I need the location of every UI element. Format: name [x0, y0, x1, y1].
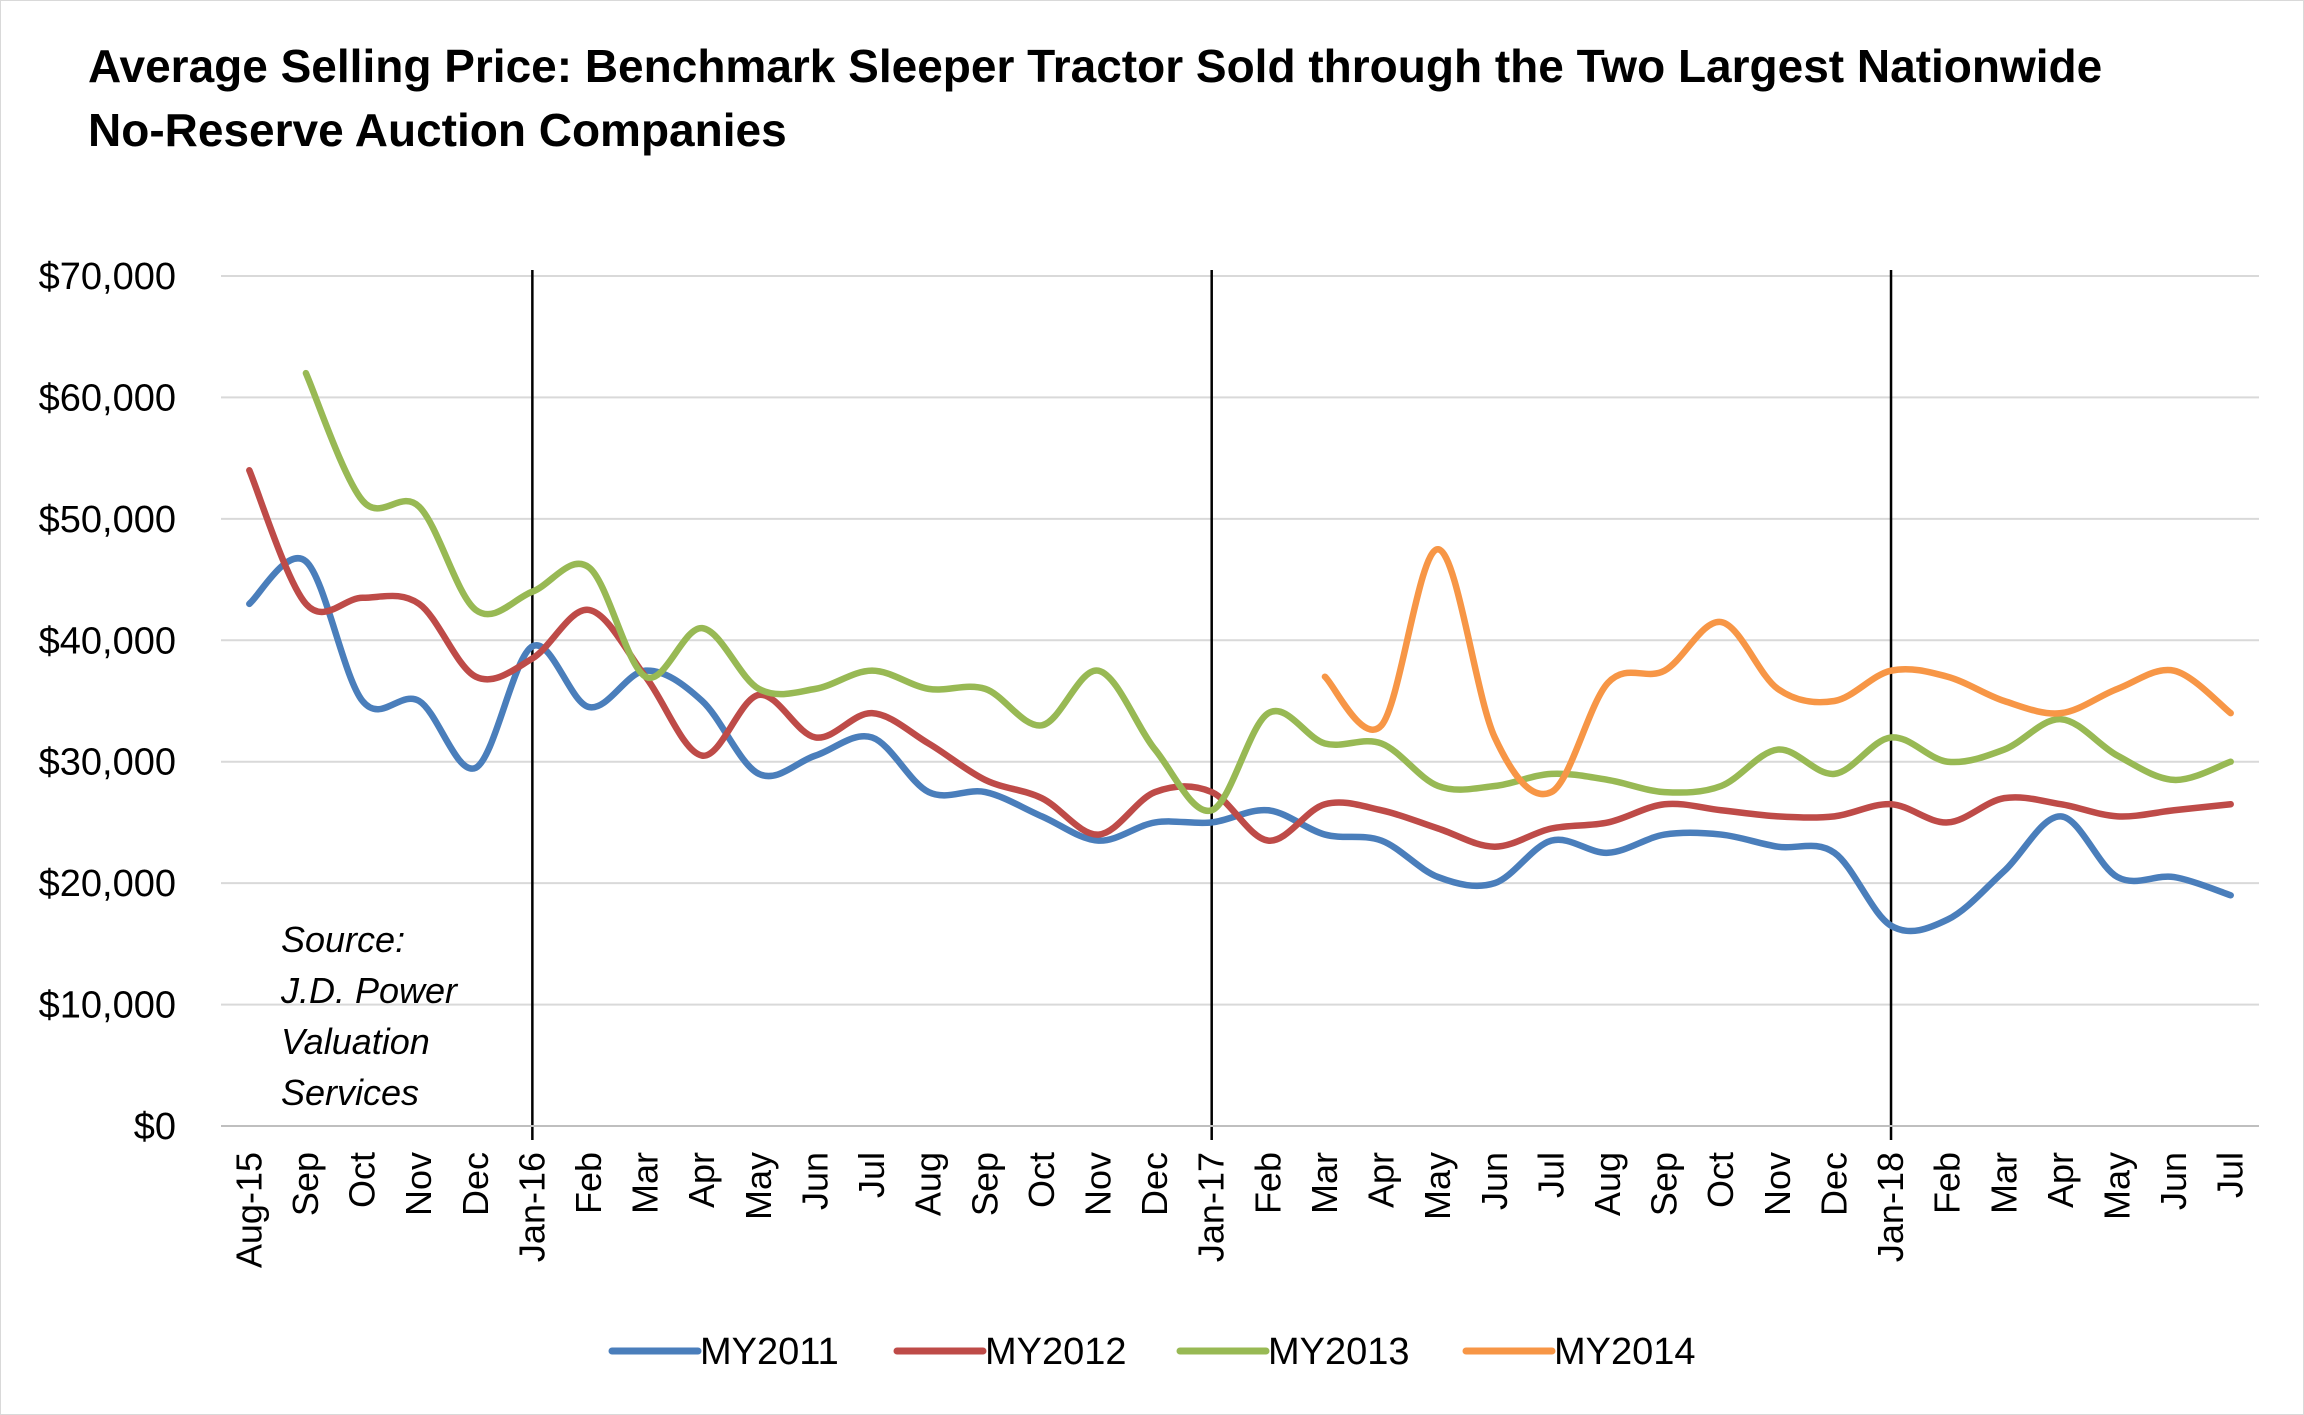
y-tick-label: $50,000 [39, 499, 176, 541]
x-tick-label: Nov [1077, 1152, 1118, 1216]
y-tick-label: $40,000 [39, 620, 176, 662]
x-tick-label: Oct [1700, 1152, 1741, 1208]
x-tick-label: Aug [908, 1152, 949, 1216]
y-tick-labels: $0 $10,000 $20,000 $30,000 $40,000 $50,000 $60… [39, 256, 176, 1148]
x-tick-label: Sep [285, 1152, 326, 1216]
x-tick-label: Oct [342, 1152, 383, 1208]
x-tick-label: Jul [1530, 1152, 1571, 1198]
x-tick-label: May [2096, 1152, 2137, 1220]
x-tick-label: Mar [1983, 1152, 2024, 1214]
source-annotation: Source: J.D. Power Valuation Services [280, 919, 459, 1113]
chart-title: Average Selling Price: Benchmark Sleeper… [88, 40, 2103, 156]
x-tick-label: Dec [455, 1152, 496, 1216]
x-tick-label: Sep [964, 1152, 1005, 1216]
x-tick-label: Aug-15 [228, 1152, 269, 1268]
x-tick-labels: Aug-15 Sep Oct Nov Dec Jan-16 Feb Mar Apr May Jun J… [228, 1152, 2250, 1268]
series-line-my2012 [246, 467, 2234, 850]
x-tick-label: Dec [1134, 1152, 1175, 1216]
legend-label: MY2012 [985, 1331, 1127, 1373]
x-tick-label: Jun [1474, 1152, 1515, 1210]
legend-label: MY2014 [1554, 1331, 1696, 1373]
x-tick-label: Apr [681, 1152, 722, 1208]
series-lines [246, 369, 2234, 935]
x-tick-label: Sep [1644, 1152, 1685, 1216]
y-tick-label: $20,000 [39, 863, 176, 905]
x-tick-label: Aug [1587, 1152, 1628, 1216]
legend: MY2011 MY2012 MY2013 MY2014 [608, 1331, 1696, 1373]
x-tick-label: Apr [1361, 1152, 1402, 1208]
x-tick-label: Jan-17 [1191, 1152, 1232, 1262]
y-tick-label: $30,000 [39, 742, 176, 784]
x-tick-label: Nov [1757, 1152, 1798, 1216]
series-line-my2014 [1321, 545, 2234, 798]
source-annotation-line: J.D. Power [280, 970, 459, 1011]
x-tick-label: Apr [2040, 1152, 2081, 1208]
series-line-my2011 [246, 555, 2234, 935]
y-tick-label: $10,000 [39, 985, 176, 1027]
year-dividers [531, 270, 1893, 1140]
x-tick-label: Oct [1021, 1152, 1062, 1208]
x-tick-label: Nov [398, 1152, 439, 1216]
x-tick-label: Jun [2153, 1152, 2194, 1210]
x-tick-label: Jul [2210, 1152, 2251, 1198]
source-annotation-line: Source: [281, 919, 405, 960]
x-tick-label: Jul [851, 1152, 892, 1198]
x-tick-label: May [1417, 1152, 1458, 1220]
x-tick-label: May [738, 1152, 779, 1220]
y-tick-label: $70,000 [39, 256, 176, 298]
gridlines [221, 275, 2259, 1006]
x-tick-label: Feb [568, 1152, 609, 1214]
source-annotation-line: Services [281, 1072, 419, 1113]
source-annotation-line: Valuation [281, 1021, 430, 1062]
x-tick-label: Mar [1304, 1152, 1345, 1214]
y-tick-label: $0 [134, 1106, 176, 1148]
x-tick-label: Jan-16 [511, 1152, 552, 1262]
x-tick-label: Jun [794, 1152, 835, 1210]
legend-label: MY2013 [1268, 1331, 1410, 1373]
y-tick-label: $60,000 [39, 377, 176, 419]
x-tick-label: Jan-18 [1870, 1152, 1911, 1262]
x-tick-label: Mar [625, 1152, 666, 1214]
x-tick-label: Feb [1247, 1152, 1288, 1214]
series-line-my2013 [302, 369, 2234, 814]
x-tick-label: Dec [1813, 1152, 1854, 1216]
x-tick-label: Feb [1927, 1152, 1968, 1214]
legend-label: MY2011 [700, 1331, 839, 1373]
